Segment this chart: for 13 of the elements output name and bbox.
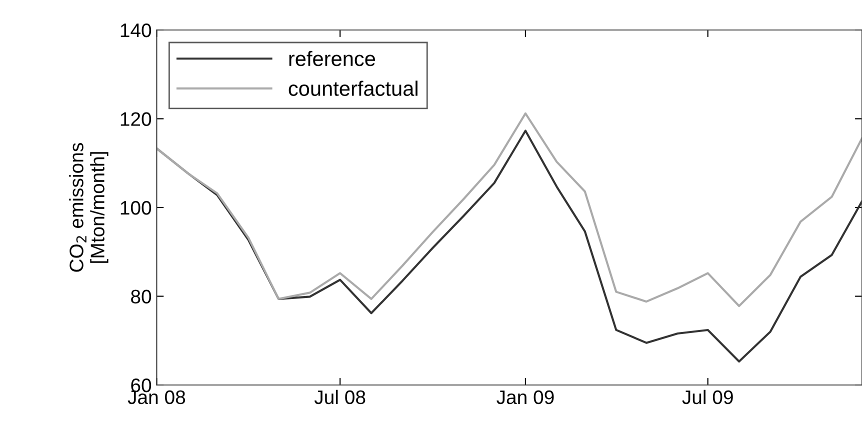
line-series	[156, 112, 862, 308]
y-tick-label: 60	[131, 378, 152, 392]
legend-label: counterfactual	[288, 80, 418, 96]
x-tick-label: Jan 09	[496, 390, 554, 404]
y-axis-title: CO$_{2}$ emissions [Mton/month]	[69, 143, 108, 272]
legend-label: reference	[289, 50, 376, 66]
y-tick-label: 140	[120, 23, 152, 38]
x-tick-label: Jul 08	[314, 390, 366, 404]
x-tick-label: Jan 08	[128, 390, 186, 404]
y-tick-label: 120	[120, 112, 152, 126]
y-tick-label: 100	[120, 200, 152, 215]
y-tick-label: 80	[131, 290, 152, 304]
x-tick-label: Jul 09	[682, 390, 733, 404]
